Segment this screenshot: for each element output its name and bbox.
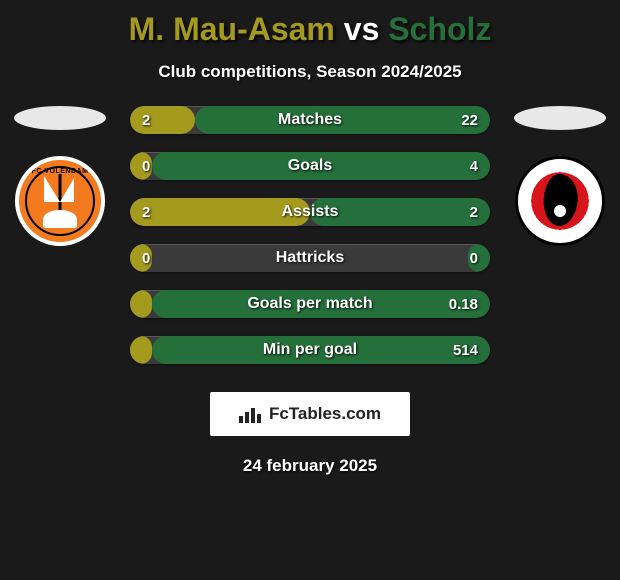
stat-row: 00Hattricks — [130, 244, 490, 272]
stat-fill-left — [130, 336, 152, 364]
right-player-column — [510, 106, 610, 246]
title-right: Scholz — [388, 11, 491, 47]
stat-row: 04Goals — [130, 152, 490, 180]
stat-fill-left — [130, 244, 152, 272]
stat-label: Hattricks — [130, 244, 490, 272]
stat-row: 0.18Goals per match — [130, 290, 490, 318]
stat-fill-right — [468, 244, 490, 272]
stat-row: 514Min per goal — [130, 336, 490, 364]
site-badge: FcTables.com — [210, 392, 410, 436]
stat-fill-right — [152, 290, 490, 318]
site-label: FcTables.com — [269, 404, 381, 424]
left-color-oval — [14, 106, 106, 130]
page-title: M. Mau-Asam vs Scholz — [0, 0, 620, 48]
date-line: 24 february 2025 — [0, 456, 620, 476]
comparison-area: FC VOLENDAM 222Matches 04Goals 22Assists 00… — [0, 106, 620, 364]
stat-fill-right — [195, 106, 490, 134]
stat-row: 22Assists — [130, 198, 490, 226]
left-player-column: FC VOLENDAM — [10, 106, 110, 246]
stat-fill-left — [130, 198, 310, 226]
sparkline-icon — [239, 405, 261, 423]
stat-fill-left — [130, 152, 152, 180]
subtitle: Club competitions, Season 2024/2025 — [0, 62, 620, 82]
title-vs: vs — [335, 11, 388, 47]
stat-fill-left — [130, 290, 152, 318]
stat-fill-left — [130, 106, 195, 134]
stat-bars: 222Matches 04Goals 22Assists 00Hattricks 0.1… — [130, 106, 490, 364]
stat-row: 222Matches — [130, 106, 490, 134]
club-logo-left: FC VOLENDAM — [15, 156, 105, 246]
title-left: M. Mau-Asam — [129, 11, 335, 47]
right-color-oval — [514, 106, 606, 130]
stat-fill-right — [152, 336, 490, 364]
club-logo-right — [515, 156, 605, 246]
stat-fill-right — [310, 198, 490, 226]
stat-fill-right — [152, 152, 490, 180]
